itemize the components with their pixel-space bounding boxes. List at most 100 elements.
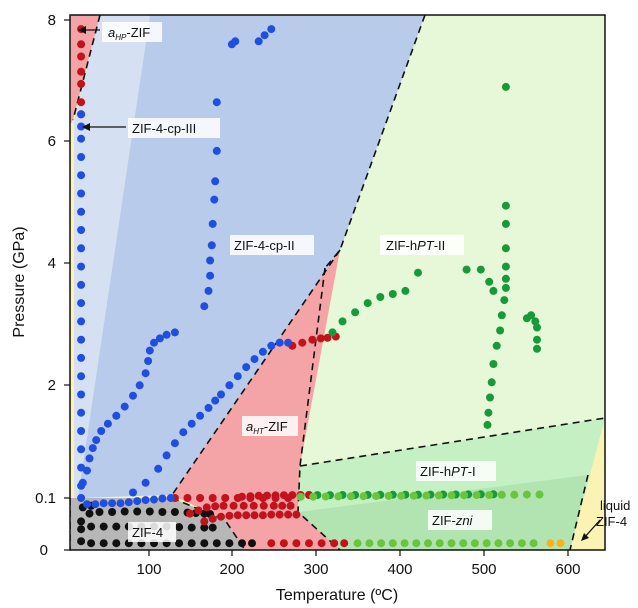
- data-point-lightgreen: [346, 492, 355, 501]
- data-point-lightgreen: [296, 492, 305, 501]
- data-point-red: [292, 539, 301, 548]
- data-point-blue: [103, 419, 112, 428]
- x-tick-label: 400: [387, 561, 412, 578]
- data-point-blue: [212, 146, 221, 155]
- svg-text:liquid: liquid: [600, 498, 630, 513]
- data-point-blue: [208, 219, 217, 228]
- svg-text:ZIF-hPT-II: ZIF-hPT-II: [386, 238, 445, 253]
- data-point-green: [476, 265, 485, 274]
- data-point-lightgreen: [372, 492, 381, 501]
- data-point-blue: [77, 353, 86, 362]
- x-tick-label: 100: [136, 561, 161, 578]
- data-point-lightgreen: [472, 491, 481, 500]
- data-point-red: [208, 494, 217, 502]
- data-point-lightgreen: [435, 539, 444, 548]
- y-tick-label: 8: [48, 12, 56, 29]
- data-point-lightgreen: [434, 491, 443, 500]
- boundary-hpt-i-ii: [299, 417, 605, 467]
- data-point-green: [485, 277, 494, 286]
- data-point-green: [483, 420, 492, 429]
- data-point-blue: [233, 372, 242, 381]
- data-point-black: [200, 523, 209, 532]
- data-point-lightgreen: [359, 492, 368, 501]
- data-point-red: [284, 510, 293, 519]
- data-point-lightgreen: [482, 539, 491, 548]
- data-point-red: [305, 539, 313, 548]
- data-point-green: [363, 299, 372, 308]
- data-point-red: [229, 501, 238, 510]
- data-point-green: [388, 290, 397, 298]
- label-zif-4: ZIF-4: [128, 522, 176, 542]
- boundary-aht-upper: [171, 249, 341, 496]
- data-point-red: [292, 510, 301, 519]
- data-point-blue: [129, 391, 137, 400]
- boundary-zero-axis: [70, 497, 71, 550]
- data-point-lightgreen: [409, 491, 418, 500]
- data-point-green: [527, 311, 536, 320]
- data-point-green: [489, 286, 498, 295]
- data-point-lightgreen: [321, 492, 330, 501]
- data-point-blue: [258, 347, 267, 356]
- boundary-aht-hpt: [297, 267, 341, 550]
- data-point-green: [338, 317, 347, 326]
- svg-text:ZIF-4-cp-II: ZIF-4-cp-II: [234, 238, 295, 253]
- data-point-lightgreen: [470, 539, 479, 548]
- data-point-blue: [206, 271, 215, 280]
- data-point-green: [500, 296, 509, 305]
- data-point-black: [99, 539, 108, 548]
- data-point-black: [187, 523, 196, 532]
- data-point-orange: [546, 539, 555, 548]
- data-point-red: [267, 510, 276, 519]
- x-axis: 100 200 300 400 500 600 Temperature (ºC): [136, 550, 581, 604]
- data-point-black: [87, 539, 96, 548]
- data-point-lightgreen: [388, 539, 397, 548]
- data-points: [77, 25, 565, 548]
- data-point-blue: [77, 110, 86, 119]
- data-point-blue: [275, 338, 284, 347]
- data-point-blue: [133, 497, 142, 506]
- data-point-lightgreen: [365, 539, 374, 548]
- data-point-green: [462, 265, 471, 274]
- data-point-lightgreen: [397, 491, 406, 500]
- data-point-green: [414, 268, 422, 277]
- data-point-blue: [77, 372, 86, 381]
- data-point-black: [99, 522, 108, 531]
- x-tick-label: 600: [555, 561, 580, 578]
- data-point-red: [221, 494, 230, 502]
- data-point-green: [501, 219, 510, 228]
- y-axis: 0 0.1 2 4 6 8 Pressure (GPa): [11, 12, 70, 559]
- arrow-zif-4-cp-iii-head: [82, 123, 90, 131]
- data-point-blue: [210, 195, 219, 204]
- data-point-green: [351, 308, 360, 317]
- data-point-red: [233, 511, 242, 520]
- data-point-black: [158, 508, 167, 516]
- data-point-blue: [112, 411, 121, 420]
- data-point-lightgreen: [506, 539, 515, 548]
- data-point-blue: [267, 25, 276, 34]
- y-axis-title: Pressure (GPa): [11, 226, 28, 337]
- data-point-red: [298, 338, 307, 347]
- data-point-black: [112, 539, 121, 548]
- data-point-lightgreen: [497, 490, 506, 499]
- x-tick-label: 300: [303, 561, 328, 578]
- data-point-green: [501, 274, 510, 283]
- data-point-blue: [77, 299, 86, 308]
- data-point-blue: [77, 122, 86, 131]
- data-point-green: [497, 311, 506, 320]
- data-point-red: [200, 517, 209, 526]
- data-point-green: [501, 82, 510, 91]
- data-point-black: [85, 509, 94, 518]
- data-point-blue: [77, 134, 86, 143]
- data-point-blue: [207, 241, 216, 250]
- arrow-liquid-zif-4-head: [581, 533, 589, 541]
- data-point-blue: [170, 439, 179, 448]
- data-point-black: [200, 509, 209, 518]
- data-point-blue: [150, 338, 158, 347]
- data-point-blue: [124, 498, 133, 507]
- region-labels: aHP-ZIF ZIF-4-cp-III ZIF-4-cp-II ZIF-hPT…: [78, 22, 630, 542]
- data-point-red: [259, 501, 268, 510]
- data-point-blue: [145, 346, 154, 355]
- data-point-green: [401, 286, 410, 295]
- data-point-blue: [250, 355, 259, 364]
